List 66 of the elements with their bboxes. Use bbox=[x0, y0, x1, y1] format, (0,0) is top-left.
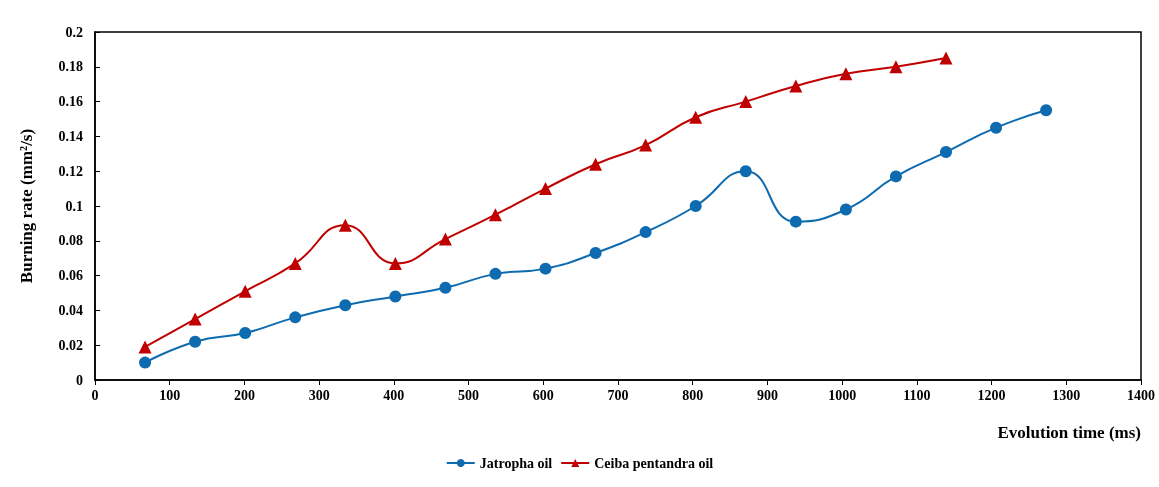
point bbox=[389, 290, 402, 303]
y-tick-label: 0.12 bbox=[58, 163, 83, 179]
point bbox=[940, 146, 952, 159]
point bbox=[739, 95, 753, 109]
legend-label: Jatropha oil bbox=[479, 455, 553, 471]
x-tick-label: 200 bbox=[233, 387, 255, 403]
point bbox=[990, 121, 1003, 134]
y-tick-label: 0.02 bbox=[58, 337, 83, 353]
point bbox=[339, 299, 352, 312]
x-tick-label: 700 bbox=[607, 387, 629, 403]
x-tick-label: 1300 bbox=[1052, 387, 1081, 403]
y-tick-label: 0.14 bbox=[58, 128, 83, 144]
y-tick-label: 0 bbox=[76, 372, 83, 388]
legend-label: Ceiba pentandra oil bbox=[594, 455, 714, 471]
point bbox=[589, 157, 603, 171]
point bbox=[488, 208, 502, 222]
point bbox=[188, 312, 202, 326]
x-tick-label: 1000 bbox=[828, 387, 857, 403]
point bbox=[289, 311, 302, 324]
point bbox=[839, 203, 852, 216]
x-tick-label: 500 bbox=[458, 387, 480, 403]
x-axis-title: Evolution time (ms) bbox=[997, 423, 1141, 442]
y-tick-label: 0.2 bbox=[65, 24, 83, 40]
y-tick-label: 0.08 bbox=[58, 233, 83, 249]
point bbox=[239, 327, 252, 340]
point bbox=[288, 256, 302, 270]
x-tick-label: 800 bbox=[682, 387, 704, 403]
y-tick-label: 0.16 bbox=[58, 94, 83, 110]
point bbox=[338, 218, 352, 232]
point bbox=[889, 170, 902, 183]
point bbox=[438, 232, 452, 246]
point bbox=[439, 281, 452, 294]
point bbox=[689, 200, 702, 212]
point bbox=[238, 284, 252, 298]
y-tick-label: 0.04 bbox=[58, 302, 83, 318]
y-axis-title: Burning rate (mm²/s) bbox=[17, 128, 36, 284]
point bbox=[1040, 104, 1053, 117]
point bbox=[639, 138, 653, 152]
y-tick-label: 0.1 bbox=[65, 198, 83, 214]
x-tick-label: 1200 bbox=[977, 387, 1006, 403]
point bbox=[189, 335, 202, 348]
point bbox=[839, 67, 853, 81]
point bbox=[639, 226, 652, 239]
point bbox=[939, 51, 953, 65]
point bbox=[739, 165, 752, 178]
point bbox=[539, 182, 553, 196]
x-tick-label: 300 bbox=[308, 387, 330, 403]
point bbox=[139, 356, 152, 369]
point bbox=[388, 256, 402, 270]
point bbox=[589, 246, 602, 259]
x-tick-label: 1100 bbox=[903, 387, 931, 403]
point bbox=[789, 215, 802, 228]
x-tick-label: 900 bbox=[756, 387, 778, 403]
point bbox=[789, 79, 803, 93]
x-tick-label: 0 bbox=[91, 387, 99, 403]
x-tick-label: 400 bbox=[383, 387, 405, 403]
point bbox=[138, 340, 152, 354]
x-tick-label: 600 bbox=[532, 387, 554, 403]
point bbox=[489, 267, 502, 280]
x-tick-label: 1400 bbox=[1127, 387, 1155, 403]
point bbox=[539, 262, 552, 275]
x-tick-label: 100 bbox=[159, 387, 181, 403]
y-tick-label: 0.18 bbox=[58, 59, 83, 75]
y-tick-label: 0.06 bbox=[58, 268, 83, 284]
point bbox=[889, 60, 903, 74]
point bbox=[689, 110, 703, 124]
